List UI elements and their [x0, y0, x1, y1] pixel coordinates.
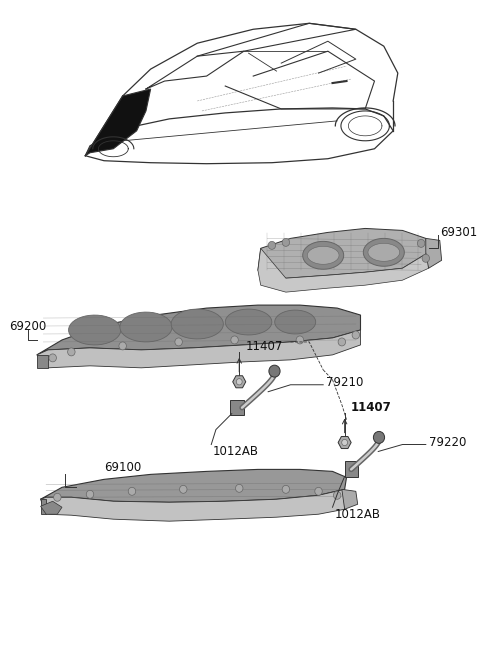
Circle shape — [231, 336, 238, 344]
Circle shape — [352, 331, 360, 339]
Polygon shape — [307, 246, 339, 264]
Polygon shape — [345, 461, 358, 478]
Text: 11407: 11407 — [350, 401, 391, 414]
Circle shape — [54, 493, 61, 501]
Polygon shape — [37, 330, 360, 368]
Polygon shape — [171, 309, 223, 339]
Circle shape — [342, 440, 348, 445]
Circle shape — [119, 342, 126, 350]
Polygon shape — [225, 309, 272, 335]
Polygon shape — [230, 399, 244, 415]
Circle shape — [49, 354, 57, 362]
Polygon shape — [85, 89, 151, 156]
Circle shape — [268, 241, 276, 250]
Circle shape — [236, 484, 243, 492]
Circle shape — [338, 338, 346, 346]
Polygon shape — [342, 489, 358, 509]
Polygon shape — [37, 355, 48, 368]
Circle shape — [68, 348, 75, 356]
Text: 79220: 79220 — [429, 436, 466, 449]
Circle shape — [282, 486, 289, 493]
Polygon shape — [258, 248, 429, 292]
Polygon shape — [41, 501, 62, 514]
Polygon shape — [303, 241, 344, 269]
Polygon shape — [363, 238, 404, 266]
Circle shape — [373, 432, 384, 443]
Polygon shape — [233, 376, 246, 388]
Circle shape — [236, 378, 242, 385]
Circle shape — [282, 238, 289, 246]
Circle shape — [422, 254, 430, 262]
Circle shape — [418, 239, 425, 247]
Circle shape — [315, 487, 322, 495]
Polygon shape — [338, 436, 351, 449]
Text: 69100: 69100 — [104, 461, 141, 474]
Polygon shape — [41, 499, 46, 514]
Polygon shape — [120, 312, 172, 342]
Circle shape — [269, 365, 280, 377]
Circle shape — [296, 336, 304, 344]
Polygon shape — [258, 229, 429, 278]
Text: 1012AB: 1012AB — [212, 445, 258, 458]
Polygon shape — [368, 243, 400, 261]
Polygon shape — [69, 315, 121, 345]
Circle shape — [175, 338, 182, 346]
Text: 79210: 79210 — [326, 376, 363, 389]
Text: 11407: 11407 — [246, 340, 283, 353]
Polygon shape — [37, 305, 360, 355]
Text: 69301: 69301 — [440, 226, 477, 239]
Circle shape — [180, 486, 187, 493]
Circle shape — [334, 491, 341, 499]
Text: 69200: 69200 — [9, 319, 46, 332]
Text: 1012AB: 1012AB — [335, 508, 380, 521]
Circle shape — [128, 487, 136, 495]
Polygon shape — [275, 310, 316, 334]
Polygon shape — [41, 489, 345, 521]
Polygon shape — [41, 469, 347, 502]
Circle shape — [86, 490, 94, 498]
Polygon shape — [426, 238, 442, 268]
